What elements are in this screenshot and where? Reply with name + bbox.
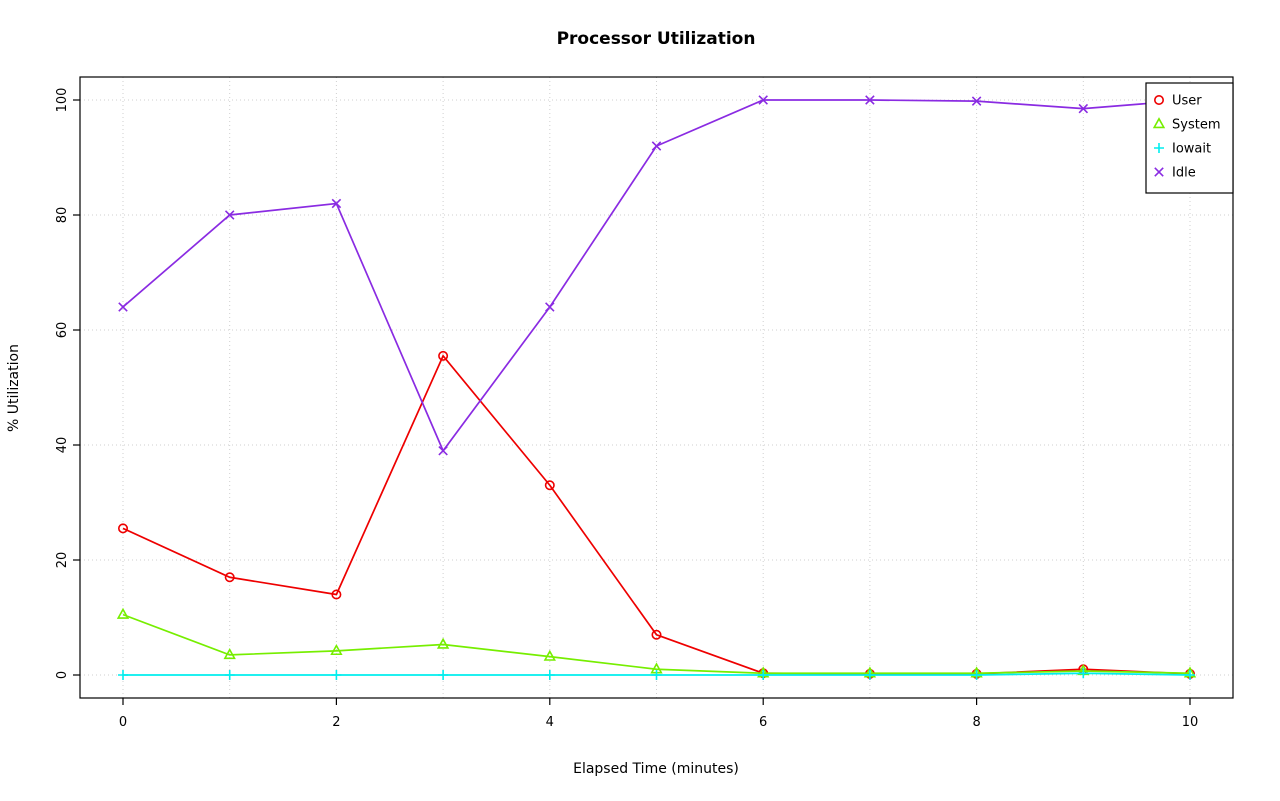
x-tick-label: 10 <box>1182 715 1199 730</box>
series-iowait-marker <box>224 670 235 680</box>
y-tick-label: 100 <box>55 88 70 113</box>
series-user-line <box>122 354 1191 675</box>
series-system-marker <box>330 644 343 656</box>
x-tick-label: 8 <box>972 715 980 730</box>
x-tick-label: 4 <box>546 715 554 730</box>
legend-marker-idle <box>1154 167 1164 177</box>
legend-marker-user <box>1154 95 1165 106</box>
y-tick-label: 40 <box>55 437 70 454</box>
series-user-marker <box>438 350 449 361</box>
series-idle-marker <box>545 302 555 312</box>
legend-label-iowait: Iowait <box>1172 142 1211 157</box>
series-idle-marker <box>331 198 342 209</box>
series-iowait-marker <box>1185 670 1195 680</box>
series-iowait-marker <box>651 670 662 680</box>
series-iowait-marker <box>758 670 769 680</box>
legend-marker-system <box>1152 117 1166 129</box>
x-tick-label: 6 <box>759 715 767 730</box>
series-system-marker <box>116 607 130 619</box>
series-idle-marker <box>758 95 768 105</box>
series-system-marker <box>223 648 236 660</box>
legend-label-idle: Idle <box>1172 166 1196 181</box>
series-idle-marker <box>865 95 875 105</box>
y-tick-label: 0 <box>55 671 70 679</box>
series-user-marker <box>224 572 235 583</box>
x-tick-label: 0 <box>119 715 127 730</box>
series-system-marker <box>543 649 556 661</box>
y-tick-label: 60 <box>55 322 70 339</box>
x-axis-label: Elapsed Time (minutes) <box>573 761 739 777</box>
series-idle-marker <box>438 445 448 456</box>
series-iowait-marker <box>544 670 555 680</box>
y-axis-label: % Utilization <box>6 344 22 432</box>
series-user-marker <box>544 480 555 491</box>
series-iowait-marker <box>331 670 342 680</box>
series-idle-line <box>122 99 1191 453</box>
legend-box <box>1145 82 1234 194</box>
legend-label-user: User <box>1172 94 1202 109</box>
series-system-line <box>122 613 1191 675</box>
series-iowait-marker <box>438 670 449 680</box>
series-iowait-marker <box>864 670 875 680</box>
series-idle-marker <box>224 210 235 220</box>
series-idle-marker <box>118 302 128 312</box>
series-iowait-marker <box>118 670 128 680</box>
series-user-marker <box>331 589 342 600</box>
legend-marker-iowait <box>1154 143 1164 153</box>
series-idle-marker <box>651 141 662 151</box>
series-iowait-marker <box>1078 668 1089 679</box>
y-tick-label: 80 <box>55 207 70 224</box>
series-user-marker <box>651 629 662 640</box>
x-tick-label: 2 <box>332 715 340 730</box>
series-idle-marker <box>971 96 982 106</box>
series-system-marker <box>436 637 450 649</box>
y-tick-label: 20 <box>55 552 70 569</box>
series-idle-marker <box>1078 103 1089 114</box>
plot-border <box>79 76 1234 699</box>
series-user-marker <box>118 523 129 534</box>
series-iowait-marker <box>971 670 982 680</box>
chart-title: Processor Utilization <box>557 29 756 49</box>
legend-label-system: System <box>1172 118 1220 133</box>
